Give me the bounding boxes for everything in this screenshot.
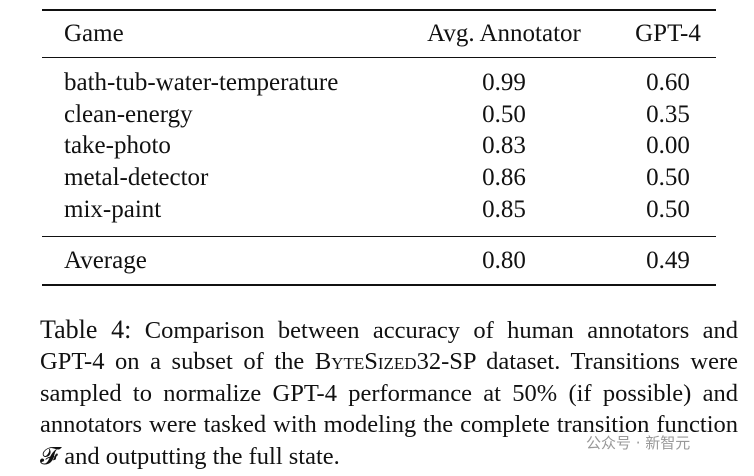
table-cell: 0.50 bbox=[646, 164, 690, 192]
table-cell: 0.99 bbox=[482, 69, 526, 96]
table-cell: 0.00 bbox=[646, 132, 690, 160]
mid-rule bbox=[42, 236, 716, 237]
header-cell: Game bbox=[64, 20, 124, 47]
caption-text: and outputting the full state. bbox=[58, 442, 340, 470]
table-cell: 0.50 bbox=[482, 100, 526, 128]
table-cell: 0.35 bbox=[646, 100, 690, 128]
footer-cell: 0.49 bbox=[646, 247, 690, 274]
caption-text: Comparison between accuracy of human ann… bbox=[40, 317, 739, 376]
caption-label: Table 4: bbox=[40, 315, 132, 344]
table-cell: 0.85 bbox=[482, 195, 526, 223]
table-cell: mix-paint bbox=[64, 195, 162, 223]
table-cell: take-photo bbox=[64, 132, 171, 160]
mid-rule bbox=[42, 57, 716, 58]
header-cell: GPT-4 bbox=[635, 20, 701, 47]
table-cell: 0.83 bbox=[482, 132, 526, 160]
symbol: 𝓕 bbox=[40, 442, 59, 470]
dataset-name: ByteSized bbox=[314, 348, 417, 376]
table-cell: 0.60 bbox=[646, 69, 690, 96]
table-cell: 0.50 bbox=[646, 195, 690, 223]
watermark: 公众号 · 新智元 bbox=[586, 432, 691, 453]
top-rule bbox=[42, 9, 716, 11]
bottom-rule bbox=[42, 284, 716, 286]
table-cell: bath-tub-water-temperature bbox=[64, 69, 339, 96]
footer-cell: Average bbox=[64, 247, 147, 274]
header-cell: Avg. Annotator bbox=[427, 20, 581, 47]
table-cell: 0.86 bbox=[482, 164, 526, 192]
table-cell: clean-energy bbox=[64, 100, 193, 128]
table-cell: metal-detector bbox=[64, 164, 209, 192]
footer-cell: 0.80 bbox=[482, 247, 526, 274]
